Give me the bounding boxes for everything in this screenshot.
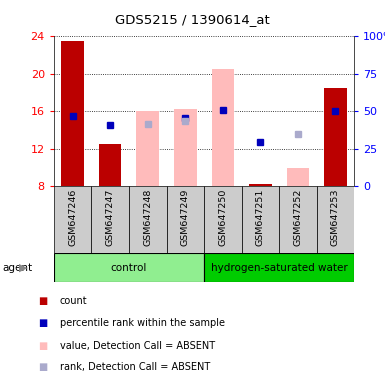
Text: ■: ■: [38, 296, 48, 306]
Text: GSM647248: GSM647248: [143, 188, 152, 246]
Bar: [62, 41, 84, 186]
Text: percentile rank within the sample: percentile rank within the sample: [60, 318, 225, 328]
Text: GSM647251: GSM647251: [256, 188, 265, 246]
Bar: [99, 144, 122, 186]
Text: GSM647253: GSM647253: [331, 188, 340, 246]
Bar: [279, 186, 316, 253]
Bar: [54, 253, 204, 282]
Bar: [242, 186, 279, 253]
Bar: [166, 186, 204, 253]
Text: agent: agent: [2, 263, 32, 273]
Text: control: control: [111, 263, 147, 273]
Bar: [204, 186, 241, 253]
Text: GSM647249: GSM647249: [181, 188, 190, 246]
Text: GSM647250: GSM647250: [218, 188, 227, 246]
Text: value, Detection Call = ABSENT: value, Detection Call = ABSENT: [60, 341, 215, 351]
Bar: [92, 186, 129, 253]
Text: ■: ■: [38, 362, 48, 372]
Text: ▶: ▶: [19, 263, 28, 273]
Bar: [324, 88, 347, 186]
Text: GSM647247: GSM647247: [106, 188, 115, 246]
Text: hydrogen-saturated water: hydrogen-saturated water: [211, 263, 348, 273]
Bar: [129, 186, 166, 253]
Bar: [136, 111, 159, 186]
Bar: [316, 186, 354, 253]
Text: ■: ■: [38, 341, 48, 351]
Bar: [174, 109, 196, 186]
Bar: [54, 186, 92, 253]
Text: count: count: [60, 296, 87, 306]
Text: ■: ■: [38, 318, 48, 328]
Text: GSM647246: GSM647246: [68, 188, 77, 246]
Bar: [286, 167, 309, 186]
Text: rank, Detection Call = ABSENT: rank, Detection Call = ABSENT: [60, 362, 210, 372]
Bar: [204, 253, 354, 282]
Bar: [212, 69, 234, 186]
Text: GDS5215 / 1390614_at: GDS5215 / 1390614_at: [115, 13, 270, 26]
Text: GSM647252: GSM647252: [293, 188, 302, 246]
Bar: [249, 184, 271, 186]
